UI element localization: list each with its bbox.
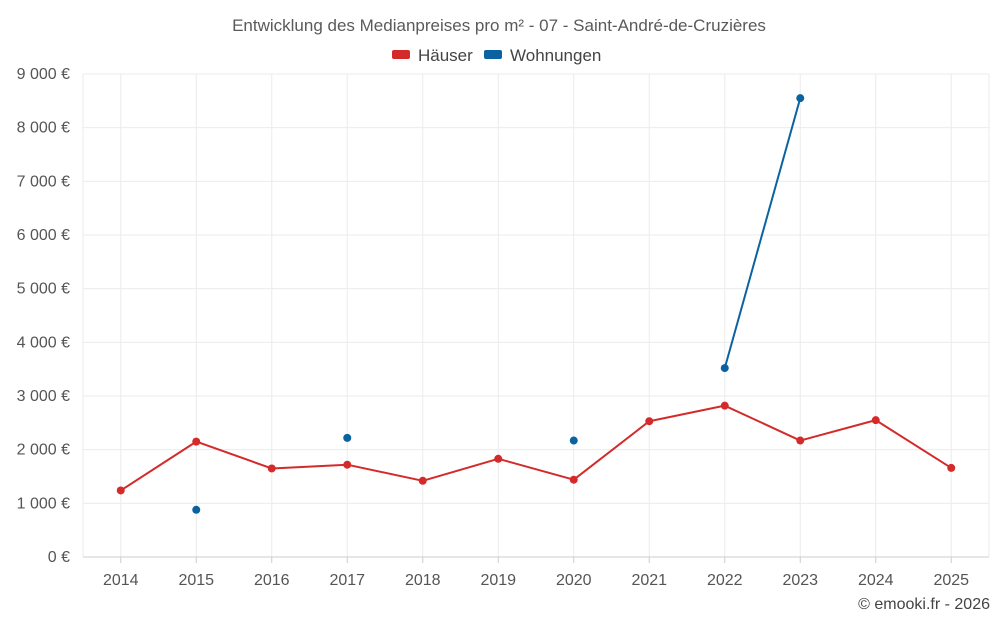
- x-tick-label: 2017: [329, 572, 365, 589]
- data-point-wohnungen[interactable]: [720, 364, 729, 373]
- data-point-haeuser[interactable]: [645, 417, 654, 426]
- data-point-haeuser[interactable]: [871, 416, 880, 425]
- y-tick-label: 4 000 €: [17, 334, 70, 351]
- x-tick-label: 2022: [707, 572, 743, 589]
- legend-swatch-haeuser: [392, 50, 410, 59]
- x-tick-label: 2019: [480, 572, 516, 589]
- legend-label-haeuser: Häuser: [418, 46, 473, 65]
- data-point-haeuser[interactable]: [192, 437, 201, 446]
- y-tick-label: 3 000 €: [17, 388, 70, 405]
- data-point-haeuser[interactable]: [569, 475, 578, 484]
- legend-item-wohnungen[interactable]: Wohnungen: [484, 46, 601, 65]
- series-line-wohnungen: [723, 97, 802, 369]
- legend: Häuser Wohnungen: [392, 46, 601, 65]
- data-point-haeuser[interactable]: [267, 464, 276, 473]
- data-point-haeuser[interactable]: [418, 476, 427, 485]
- y-tick-label: 8 000 €: [17, 120, 70, 137]
- data-point-haeuser[interactable]: [494, 454, 503, 463]
- data-point-wohnungen[interactable]: [569, 436, 578, 445]
- legend-swatch-wohnungen: [484, 50, 502, 59]
- x-tick-label: 2024: [858, 572, 894, 589]
- data-point-haeuser[interactable]: [720, 401, 729, 410]
- credit-text: © emooki.fr - 2026: [858, 596, 990, 613]
- y-tick-label: 9 000 €: [17, 66, 70, 83]
- y-tick-label: 1 000 €: [17, 495, 70, 512]
- data-point-wohnungen[interactable]: [192, 505, 201, 514]
- y-tick-label: 5 000 €: [17, 281, 70, 298]
- series-layer: [116, 94, 956, 514]
- y-tick-label: 6 000 €: [17, 227, 70, 244]
- x-tick-label: 2025: [933, 572, 969, 589]
- series-haeuser: [116, 401, 956, 495]
- data-point-haeuser[interactable]: [116, 486, 125, 495]
- legend-label-wohnungen: Wohnungen: [510, 46, 601, 65]
- x-tick-label: 2014: [103, 572, 139, 589]
- x-tick-label: 2015: [178, 572, 214, 589]
- y-axis: 0 € 1 000 € 2 000 € 3 000 € 4 000 € 5 000 € 6 …: [17, 66, 70, 566]
- data-point-haeuser[interactable]: [947, 463, 956, 472]
- grid: [82, 73, 990, 557]
- legend-item-haeuser[interactable]: Häuser: [392, 46, 473, 65]
- x-tick-label: 2016: [254, 572, 290, 589]
- data-point-wohnungen[interactable]: [343, 433, 352, 442]
- x-tick-label: 2020: [556, 572, 592, 589]
- y-tick-label: 0 €: [48, 549, 70, 566]
- x-tick-label: 2023: [782, 572, 818, 589]
- data-point-haeuser[interactable]: [796, 436, 805, 445]
- data-point-wohnungen[interactable]: [796, 94, 805, 103]
- y-tick-label: 7 000 €: [17, 173, 70, 190]
- x-tick-label: 2021: [631, 572, 667, 589]
- x-tick-label: 2018: [405, 572, 441, 589]
- series-wohnungen: [192, 94, 805, 514]
- chart-title: Entwicklung des Medianpreises pro m² - 0…: [232, 16, 766, 35]
- y-tick-label: 2 000 €: [17, 442, 70, 459]
- series-line-haeuser: [120, 404, 952, 492]
- data-point-haeuser[interactable]: [343, 460, 352, 469]
- x-axis: 2014 2015 2016 2017 2018 2019 2020 2021 2022 2023…: [83, 556, 989, 589]
